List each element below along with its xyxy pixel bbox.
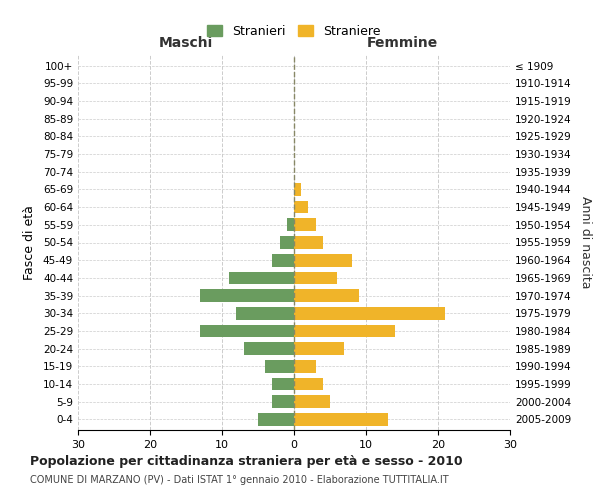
Text: Popolazione per cittadinanza straniera per età e sesso - 2010: Popolazione per cittadinanza straniera p… xyxy=(30,455,463,468)
Text: COMUNE DI MARZANO (PV) - Dati ISTAT 1° gennaio 2010 - Elaborazione TUTTITALIA.IT: COMUNE DI MARZANO (PV) - Dati ISTAT 1° g… xyxy=(30,475,449,485)
Bar xyxy=(272,396,294,408)
Bar xyxy=(294,324,395,338)
Bar xyxy=(294,307,445,320)
Bar xyxy=(294,342,344,355)
Bar xyxy=(244,342,294,355)
Bar xyxy=(280,236,294,249)
Bar xyxy=(294,254,352,266)
Bar xyxy=(294,396,330,408)
Bar xyxy=(294,272,337,284)
Bar xyxy=(236,307,294,320)
Legend: Stranieri, Straniere: Stranieri, Straniere xyxy=(202,20,386,43)
Bar xyxy=(229,272,294,284)
Bar xyxy=(287,218,294,231)
Bar xyxy=(294,413,388,426)
Bar xyxy=(294,289,359,302)
Bar xyxy=(294,201,308,213)
Bar xyxy=(265,360,294,372)
Bar xyxy=(272,378,294,390)
Text: Femmine: Femmine xyxy=(367,36,437,50)
Bar xyxy=(294,218,316,231)
Bar xyxy=(272,254,294,266)
Bar xyxy=(294,360,316,372)
Bar xyxy=(294,236,323,249)
Bar xyxy=(200,289,294,302)
Bar xyxy=(258,413,294,426)
Y-axis label: Fasce di età: Fasce di età xyxy=(23,205,36,280)
Bar xyxy=(200,324,294,338)
Text: Maschi: Maschi xyxy=(159,36,213,50)
Bar xyxy=(294,183,301,196)
Bar xyxy=(294,378,323,390)
Y-axis label: Anni di nascita: Anni di nascita xyxy=(580,196,592,289)
